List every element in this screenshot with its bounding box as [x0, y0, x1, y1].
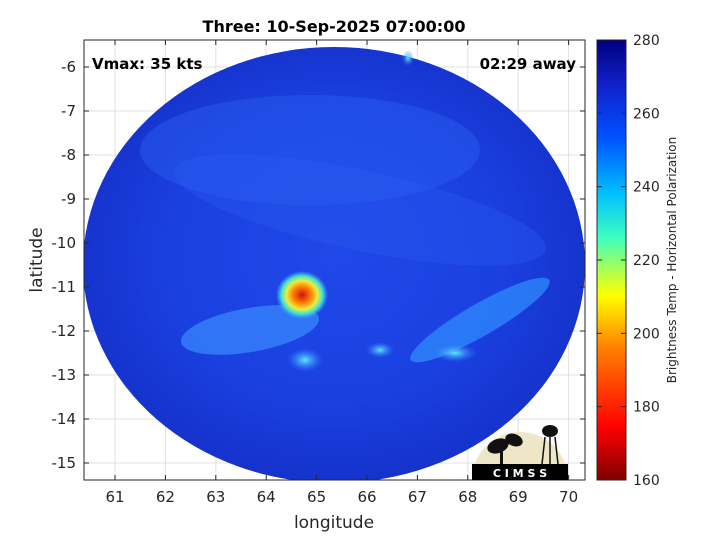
satellite-swath: [84, 47, 585, 480]
x-axis-ticks: 61 62 63 64 65 66 67 68 69 70: [105, 40, 578, 506]
y-tick-label: -6: [61, 58, 76, 76]
y-axis-ticks: -6 -7 -8 -9 -10 -11 -12 -13 -14 -15: [52, 58, 585, 472]
logo-text: C I M S S: [493, 467, 547, 480]
y-tick-label: -14: [52, 410, 77, 428]
cell-north-edge: [402, 50, 414, 66]
colorbar-tick-label: 200: [633, 326, 660, 342]
x-tick-label: 70: [559, 488, 578, 506]
x-tick-label: 66: [357, 488, 376, 506]
y-tick-label: -10: [52, 234, 77, 252]
cell-southwest: [287, 348, 323, 372]
colorbar-label: Brightness Temp - Horizontal Polarizatio…: [665, 137, 679, 384]
x-tick-label: 65: [307, 488, 326, 506]
y-tick-label: -8: [61, 146, 76, 164]
y-tick-label: -7: [61, 102, 76, 120]
vmax-label: Vmax: 35 kts: [92, 55, 202, 73]
y-tick-label: -12: [52, 322, 77, 340]
cimss-logo: C I M S S: [472, 425, 568, 480]
rain-band-west: [180, 305, 320, 355]
satellite-dish-icon: [487, 438, 509, 454]
logo-banner: [472, 464, 568, 480]
cell-south: [366, 342, 394, 358]
chart-title: Three: 10-Sep-2025 07:00:00: [203, 17, 466, 36]
x-tick-label: 68: [458, 488, 477, 506]
y-tick-label: -11: [52, 278, 77, 296]
storm-core-warm-spot: [276, 271, 328, 319]
satellite-dish-icon-2: [505, 433, 523, 447]
spiral-band: [173, 154, 547, 266]
colorbar-tick-label: 260: [633, 106, 660, 122]
x-tick-label: 69: [509, 488, 528, 506]
x-tick-label: 62: [156, 488, 175, 506]
x-tick-label: 63: [206, 488, 225, 506]
x-tick-label: 61: [105, 488, 124, 506]
water-tower-icon: [542, 425, 558, 437]
x-tick-label: 67: [408, 488, 427, 506]
x-axis-label: longitude: [294, 513, 374, 533]
y-tick-label: -15: [52, 454, 77, 472]
x-tick-label: 64: [257, 488, 276, 506]
colorbar-tick-label: 160: [633, 473, 660, 489]
time-away-label: 02:29 away: [480, 55, 577, 73]
colorbar-tick-label: 220: [633, 253, 660, 269]
upper-band: [140, 95, 480, 205]
cell-southeast: [433, 344, 477, 362]
colorbar-tick-label: 240: [633, 180, 660, 196]
rain-band-east: [410, 277, 550, 363]
dish-stand: [500, 448, 503, 464]
microwave-swath-disc: [84, 47, 585, 480]
y-axis-label: latitude: [27, 227, 47, 292]
colorbar-tick-label: 180: [633, 400, 660, 416]
y-tick-label: -13: [52, 366, 77, 384]
colorbar-tick-label: 280: [633, 33, 660, 49]
colorbar-ticks: 280 260 240 220 200 180 160: [597, 33, 660, 489]
plot-border: [83, 39, 586, 481]
y-tick-label: -9: [61, 190, 76, 208]
